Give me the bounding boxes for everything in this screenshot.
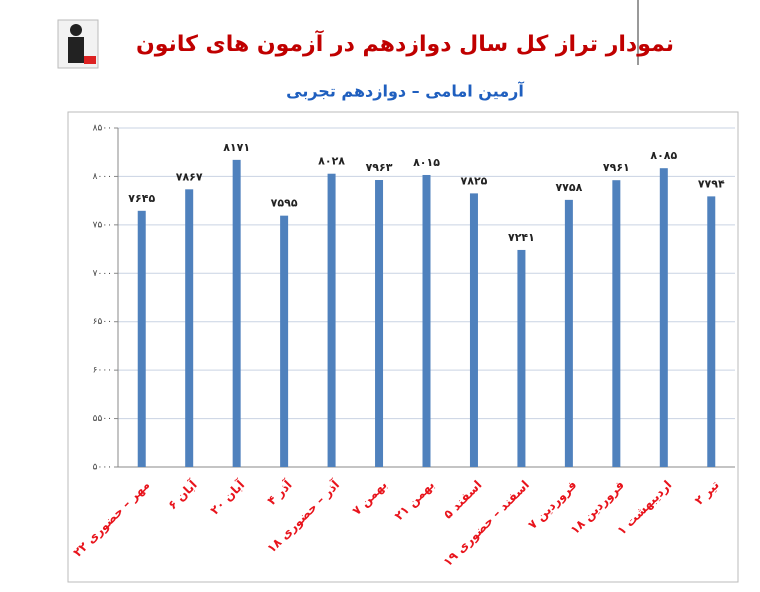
logo [57,19,99,69]
x-tick-label: ۲ تیر [692,478,722,508]
x-tick-label: ۵ اسفند [441,478,485,522]
value-label: ۷۲۴۱ [508,231,535,244]
x-tick-label: ۱۹ اسفند – حضوری [440,478,532,570]
value-label: ۷۷۹۴ [698,177,725,190]
chart-subtitle: آرمین امامی – دوازدهم تجربی [286,81,524,101]
bar [564,199,573,468]
x-tick-label: ۲۰ آبان [207,476,248,517]
bar [612,180,621,467]
value-label: ۷۷۵۸ [555,181,582,194]
bar [469,193,478,467]
bar [137,210,146,467]
value-label: ۷۸۶۷ [176,170,203,183]
y-tick-label: ۵۰۰۰ [93,463,112,473]
bar [422,174,431,467]
bar [659,168,668,467]
y-tick-label: ۵۵۰۰ [93,414,112,424]
y-tick-label: ۷۵۰۰ [93,220,112,230]
value-label: ۷۸۲۵ [461,174,488,187]
bar [185,189,194,467]
y-tick-label: ۸۵۰۰ [93,124,112,134]
x-tick-label: ۴ آذر [264,476,296,508]
x-tick-label: ۶ آبان [165,476,201,512]
value-label: ۷۵۹۵ [271,197,298,210]
chart-title: نمودار تراز کل سال دوازدهم در آزمون های … [136,29,674,57]
bar [232,159,241,467]
plot-frame [67,111,739,583]
bar [707,196,716,467]
y-tick-label: ۶۵۰۰ [93,317,112,327]
y-tick-label: ۶۰۰۰ [93,366,112,376]
value-label: ۸۰۲۸ [318,155,345,168]
value-label: ۷۹۶۱ [603,161,630,174]
value-label: ۸۱۷۱ [223,141,250,154]
bar [375,180,384,468]
y-tick-label: ۸۰۰۰ [93,172,112,182]
bar [517,249,526,467]
x-tick-label: ۲۲ مهر – حضوری [70,478,153,561]
bar [327,173,336,468]
value-label: ۸۰۱۵ [413,156,440,169]
value-label: ۷۶۴۵ [128,192,155,205]
x-tick-label: ۷ بهمن [349,478,389,518]
value-label: ۷۹۶۳ [366,161,393,174]
x-tick-label: ۲۱ بهمن [392,478,437,523]
y-tick-label: ۷۰۰۰ [93,269,112,279]
bar [280,215,289,467]
value-label: ۸۰۸۵ [650,149,677,162]
